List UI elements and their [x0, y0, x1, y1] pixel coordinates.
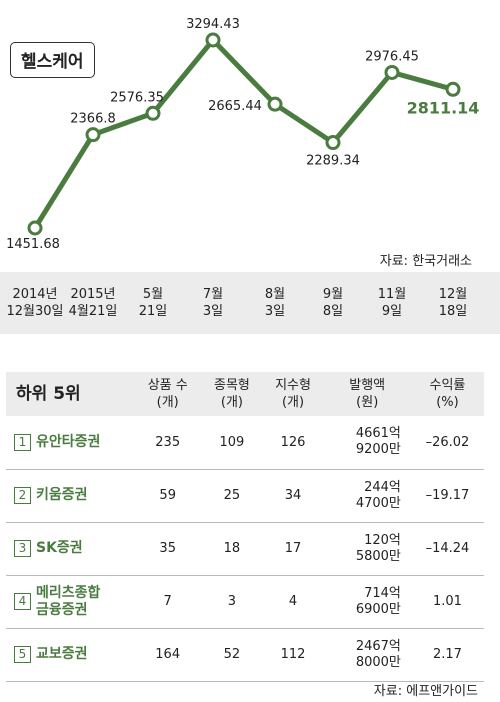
x-tick-label: 12월 18일: [438, 287, 468, 319]
x-tick-label: 2014년 12월30일: [6, 287, 64, 319]
return-cell: –19.17: [410, 469, 484, 523]
data-label: 2289.34: [306, 154, 360, 169]
header-return: 수익률 (%): [429, 378, 466, 410]
data-label: 2576.35: [110, 90, 164, 105]
company-name: 메리츠종합 금융증권: [36, 584, 101, 618]
data-label: 3294.43: [186, 17, 240, 32]
header-products: 상품 수 (개): [147, 378, 188, 410]
table-row: 5 교보증권 164 52 112 2467억 8000만 2.17: [6, 628, 484, 682]
bottom-5-table: 하위 5위 상품 수 (개) 종목형 (개) 지수형 (개) 발행액 (원) 수…: [6, 372, 484, 682]
company-name: SK증권: [36, 540, 83, 556]
amount-cell: 2467억 8000만: [323, 628, 411, 682]
products-cell: 7: [134, 575, 202, 629]
data-point: [267, 96, 283, 112]
x-tick-label: 11월 9일: [377, 287, 407, 319]
company-cell: 5 교보증권: [6, 628, 134, 682]
series-line: [32, 37, 454, 230]
stock-type-cell: 25: [201, 469, 263, 523]
rank-badge: 4: [14, 593, 31, 610]
table-title: 하위 5위: [16, 383, 81, 404]
header-amount: 발행액 (원): [349, 378, 386, 410]
table-row: 4 메리츠종합 금융증권 7 3 4 714억 6900만 1.01: [6, 575, 484, 629]
table-row: 2 키움증권 59 25 34 244억 4700만 –19.17: [6, 469, 484, 523]
stock-type-cell: 3: [201, 575, 263, 629]
data-label: 1451.68: [6, 237, 60, 252]
header-stock-type: 종목형 (개): [213, 378, 250, 410]
data-point: [27, 220, 43, 236]
return-cell: –26.02: [410, 416, 484, 470]
products-cell: 235: [134, 416, 202, 470]
index-type-cell: 4: [262, 575, 324, 629]
return-cell: 2.17: [410, 628, 484, 682]
chart-source: 자료: 한국거래소: [379, 254, 472, 269]
x-tick-label: 2015년 4월21일: [68, 287, 118, 319]
amount-cell: 120억 5800만: [323, 522, 411, 576]
index-type-cell: 126: [262, 416, 324, 470]
data-point: [445, 81, 461, 97]
company-cell: 3 SK증권: [6, 522, 134, 576]
chart-svg: 1451.68 2366.8 2576.35 3294.43 2665.44 2289.3…: [6, 17, 480, 252]
x-tick-label: 5월 21일: [138, 287, 168, 319]
x-tick-label: 9월 8일: [322, 287, 344, 319]
table-row: 3 SK증권 35 18 17 120억 5800만 –14.24: [6, 522, 484, 576]
company-name: 유안타증권: [36, 433, 101, 450]
rank-badge: 1: [14, 433, 31, 451]
rank-badge: 5: [14, 646, 31, 663]
amount-cell: 4661억 9200만: [323, 416, 411, 470]
x-tick-label: 7월 3일: [202, 287, 224, 319]
x-tick-label: 8월 3일: [264, 287, 286, 319]
data-point: [384, 64, 400, 80]
amount-cell: 714억 6900만: [323, 575, 411, 629]
line-chart: 1451.68 2366.8 2576.35 3294.43 2665.44 2289.3…: [0, 0, 500, 270]
stock-type-cell: 52: [201, 628, 263, 682]
index-type-cell: 112: [262, 628, 324, 682]
company-cell: 4 메리츠종합 금융증권: [6, 575, 134, 629]
chart-title: 헬스케어: [10, 42, 95, 78]
ranking-table: 하위 5위 상품 수 (개) 종목형 (개) 지수형 (개) 발행액 (원) 수…: [6, 372, 484, 682]
return-cell: 1.01: [410, 575, 484, 629]
company-cell: 1 유안타증권: [6, 416, 134, 470]
data-point: [205, 32, 221, 48]
rank-badge: 2: [14, 487, 31, 504]
rank-badge: 3: [14, 540, 31, 557]
amount-cell: 244억 4700만: [323, 469, 411, 523]
table-header-row: 하위 5위 상품 수 (개) 종목형 (개) 지수형 (개) 발행액 (원) 수…: [6, 372, 484, 416]
index-type-cell: 34: [262, 469, 324, 523]
index-type-cell: 17: [262, 522, 324, 576]
table-source: 자료: 에프앤가이드: [373, 684, 478, 699]
stock-type-cell: 109: [201, 416, 263, 470]
data-point: [85, 127, 101, 143]
products-cell: 164: [134, 628, 202, 682]
data-point: [145, 105, 161, 121]
company-name: 키움증권: [36, 487, 88, 503]
return-cell: –14.24: [410, 522, 484, 576]
data-label: 2366.8: [70, 112, 116, 127]
company-cell: 2 키움증권: [6, 469, 134, 523]
data-label: 2665.44: [208, 99, 262, 114]
products-cell: 35: [134, 522, 202, 576]
products-cell: 59: [134, 469, 202, 523]
stock-type-cell: 18: [201, 522, 263, 576]
company-name: 교보증권: [36, 646, 88, 662]
table-row: 1 유안타증권 235 109 126 4661억 9200만 –26.02: [6, 416, 484, 470]
data-point: [325, 135, 341, 151]
x-axis-band: 2014년 12월30일 2015년 4월21일 5월 21일 7월 3일 8월 3일 9…: [0, 272, 500, 334]
data-label: 2976.45: [365, 49, 419, 64]
data-label: 2811.14: [407, 98, 480, 117]
header-index-type: 지수형 (개): [275, 378, 311, 410]
